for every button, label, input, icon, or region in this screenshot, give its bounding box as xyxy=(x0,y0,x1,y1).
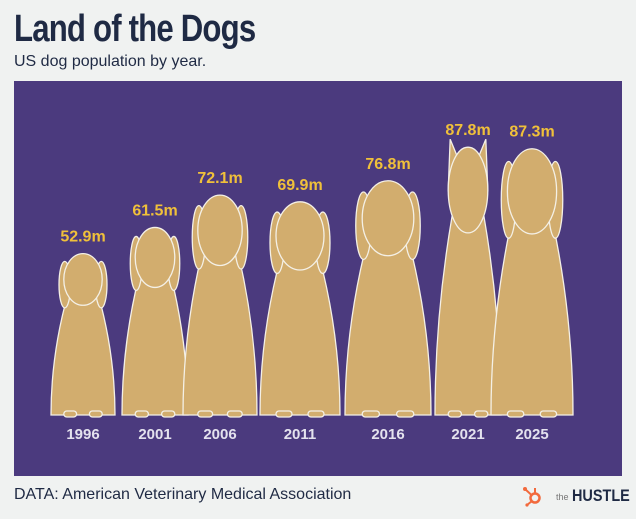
x-tick-label: 1996 xyxy=(66,426,99,443)
data-label: 69.9m xyxy=(277,177,322,194)
dog-body xyxy=(490,216,574,416)
x-tick-label: 2021 xyxy=(451,426,484,443)
dog-paw xyxy=(447,410,463,418)
dog-head xyxy=(506,148,558,235)
dog-paw xyxy=(307,410,325,418)
chart-plot: 52.9m 1996 61.5m 2001 72.1m 2006 69.9m 2011 76.8… xyxy=(14,81,622,476)
dog-body xyxy=(259,255,341,416)
dog-body xyxy=(182,250,258,416)
dog-paw xyxy=(395,410,415,418)
x-tick-label: 2011 xyxy=(284,426,317,443)
data-label: 61.5m xyxy=(132,202,177,219)
chart-title: Land of the Dogs xyxy=(14,8,256,50)
dog-head xyxy=(447,146,489,234)
data-label: 87.3m xyxy=(509,124,554,141)
data-label: 72.1m xyxy=(197,170,242,187)
dog-paw xyxy=(275,410,293,418)
dog-bar-2001 xyxy=(121,226,189,418)
chart-subtitle: US dog population by year. xyxy=(14,53,207,70)
data-source: DATA: American Veterinary Medical Associ… xyxy=(14,486,352,503)
x-tick-label: 2001 xyxy=(138,426,171,443)
logo-name: HUSTLE xyxy=(572,486,630,505)
dog-paw xyxy=(506,410,525,418)
dog-head xyxy=(63,253,103,306)
logo-prefix: the xyxy=(556,492,569,502)
dog-bar-2006 xyxy=(182,194,258,418)
dog-bar-1996 xyxy=(50,253,116,418)
dog-paw xyxy=(361,410,381,418)
data-label: 52.9m xyxy=(60,229,105,246)
x-tick-label: 2025 xyxy=(515,426,548,443)
dog-paw xyxy=(539,410,558,418)
dog-head xyxy=(361,180,415,257)
hubspot-icon xyxy=(523,487,541,507)
dog-paw xyxy=(160,410,176,418)
the-hustle-logo[interactable]: the HUSTLE xyxy=(522,484,630,508)
dog-head xyxy=(197,194,243,267)
dog-body xyxy=(344,240,432,416)
dog-body xyxy=(50,294,116,416)
data-label: 87.8m xyxy=(445,122,490,139)
dog-paw xyxy=(88,410,103,418)
data-label: 76.8m xyxy=(365,156,410,173)
dog-bar-2025 xyxy=(490,148,574,418)
dog-paw xyxy=(63,410,78,418)
dog-head xyxy=(275,201,325,271)
x-tick-label: 2016 xyxy=(371,426,404,443)
dog-paw xyxy=(134,410,150,418)
dog-bar-2011 xyxy=(259,201,341,418)
dog-paw xyxy=(226,410,243,418)
dog-head xyxy=(134,226,176,289)
dog-bar-2016 xyxy=(344,180,432,418)
dog-paw xyxy=(197,410,214,418)
dog-paw xyxy=(473,410,489,418)
dog-bar-2021 xyxy=(434,138,502,418)
x-tick-label: 2006 xyxy=(203,426,236,443)
